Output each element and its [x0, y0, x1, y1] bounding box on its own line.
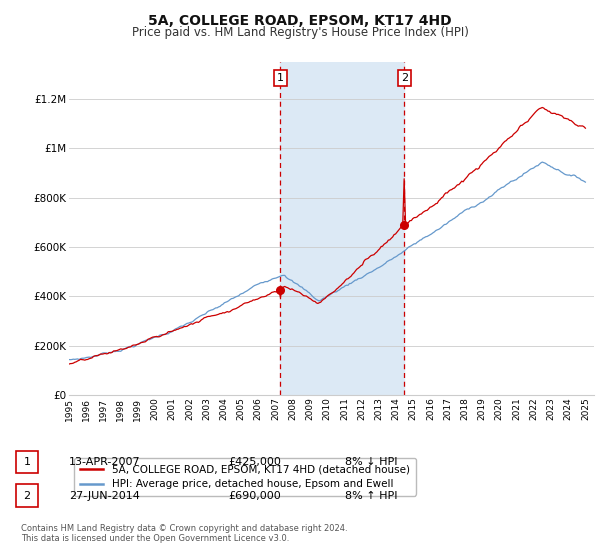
Text: Contains HM Land Registry data © Crown copyright and database right 2024.: Contains HM Land Registry data © Crown c… [21, 524, 347, 533]
Text: 27-JUN-2014: 27-JUN-2014 [69, 491, 140, 501]
Text: 8% ↑ HPI: 8% ↑ HPI [345, 491, 398, 501]
Text: 13-APR-2007: 13-APR-2007 [69, 457, 140, 467]
Text: 8% ↓ HPI: 8% ↓ HPI [345, 457, 398, 467]
Text: This data is licensed under the Open Government Licence v3.0.: This data is licensed under the Open Gov… [21, 534, 289, 543]
Text: 1: 1 [277, 73, 284, 83]
Text: Price paid vs. HM Land Registry's House Price Index (HPI): Price paid vs. HM Land Registry's House … [131, 26, 469, 39]
Text: 2: 2 [23, 491, 31, 501]
Text: 1: 1 [23, 457, 31, 467]
Text: 5A, COLLEGE ROAD, EPSOM, KT17 4HD: 5A, COLLEGE ROAD, EPSOM, KT17 4HD [148, 14, 452, 28]
Legend: 5A, COLLEGE ROAD, EPSOM, KT17 4HD (detached house), HPI: Average price, detached: 5A, COLLEGE ROAD, EPSOM, KT17 4HD (detac… [74, 458, 416, 496]
Text: £690,000: £690,000 [228, 491, 281, 501]
Bar [280, 62, 404, 395]
Text: 2: 2 [401, 73, 408, 83]
Text: £425,000: £425,000 [228, 457, 281, 467]
